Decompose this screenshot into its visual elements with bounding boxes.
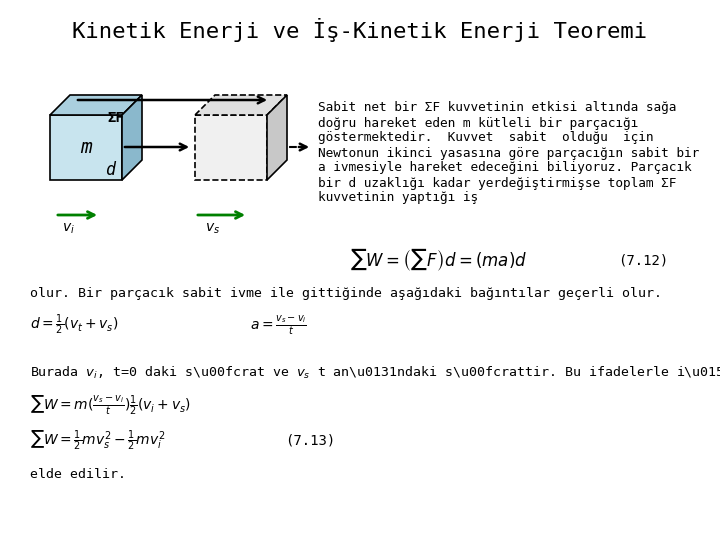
Text: ΣF: ΣF	[107, 111, 124, 125]
Text: doğru hareket eden m kütleli bir parçacığı: doğru hareket eden m kütleli bir parçacı…	[318, 117, 638, 130]
Text: Kinetik Enerji ve İş-Kinetik Enerji Teoremi: Kinetik Enerji ve İş-Kinetik Enerji Teor…	[73, 18, 647, 42]
Polygon shape	[50, 115, 122, 180]
Text: Newtonun ikinci yasasına göre parçacığın sabit bir: Newtonun ikinci yasasına göre parçacığın…	[318, 146, 699, 159]
Text: $v_s$: $v_s$	[205, 222, 220, 236]
Text: (7.12): (7.12)	[618, 253, 668, 267]
Text: olur. Bir parçacık sabit ivme ile gittiğinde aşağıdaki bağıntılar geçerli olur.: olur. Bir parçacık sabit ivme ile gittiğ…	[30, 287, 662, 300]
Polygon shape	[50, 95, 142, 115]
Text: (7.13): (7.13)	[285, 433, 336, 447]
Text: $\sum W = m(\frac{v_s - v_i}{t})\frac{1}{2}(v_i + v_s)$: $\sum W = m(\frac{v_s - v_i}{t})\frac{1}…	[30, 393, 191, 417]
Polygon shape	[267, 95, 287, 180]
Polygon shape	[122, 95, 142, 180]
Text: Sabit net bir ΣF kuvvetinin etkisi altında sağa: Sabit net bir ΣF kuvvetinin etkisi altın…	[318, 102, 676, 114]
Text: d: d	[105, 161, 115, 179]
Text: $\sum W = \frac{1}{2}mv_s^2 - \frac{1}{2}mv_i^2$: $\sum W = \frac{1}{2}mv_s^2 - \frac{1}{2…	[30, 428, 166, 452]
Polygon shape	[195, 95, 287, 115]
Polygon shape	[195, 115, 267, 180]
Text: $a = \frac{v_s - v_i}{t}$: $a = \frac{v_s - v_i}{t}$	[250, 313, 307, 337]
Text: bir d uzaklığı kadar yerdeğiştirmişse toplam ΣF: bir d uzaklığı kadar yerdeğiştirmişse to…	[318, 177, 676, 190]
Text: Burada $v_i$, t=0 daki s\u00fcrat ve $v_s$ t an\u0131ndaki s\u00fcrattir. Bu ifa: Burada $v_i$, t=0 daki s\u00fcrat ve $v_…	[30, 365, 720, 381]
Text: elde edilir.: elde edilir.	[30, 469, 126, 482]
Text: göstermektedir.  Kuvvet  sabit  olduğu  için: göstermektedir. Kuvvet sabit olduğu için	[318, 132, 654, 145]
Text: kuvvetinin yaptığı iş: kuvvetinin yaptığı iş	[318, 192, 478, 205]
Text: m: m	[80, 138, 92, 157]
Text: $\sum W = \left(\sum F\right)d = \left(ma\right)d$: $\sum W = \left(\sum F\right)d = \left(m…	[350, 247, 527, 273]
Text: $d = \frac{1}{2}(v_t + v_s)$: $d = \frac{1}{2}(v_t + v_s)$	[30, 313, 119, 337]
Text: a ivmesiyle hareket edeceğini biliyoruz. Parçacık: a ivmesiyle hareket edeceğini biliyoruz.…	[318, 161, 692, 174]
Text: $v_i$: $v_i$	[62, 222, 74, 236]
